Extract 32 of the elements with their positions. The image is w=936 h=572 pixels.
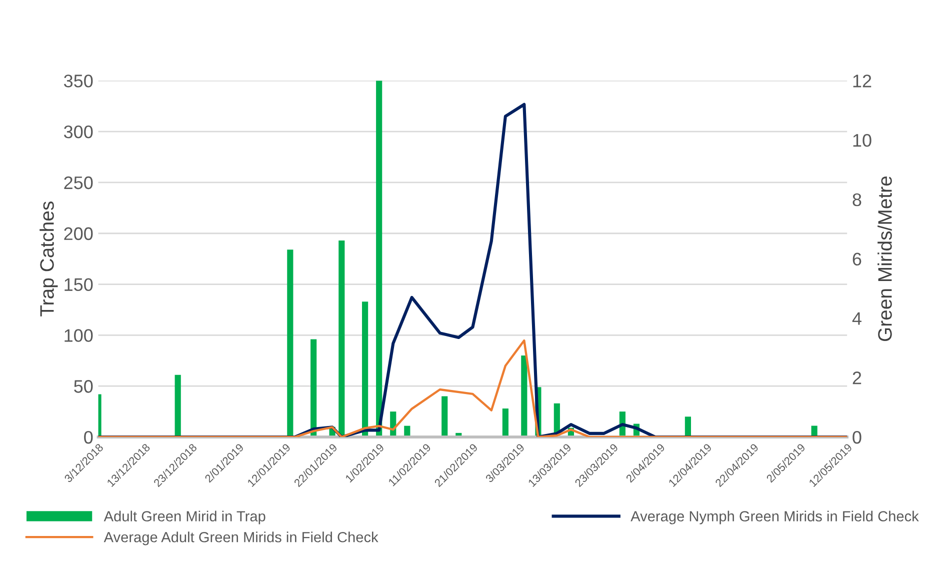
y-tick-label: 150 bbox=[64, 278, 93, 292]
y-tick-label: 100 bbox=[64, 329, 93, 342]
y2-axis-title: Green Mirids/Metre bbox=[878, 176, 892, 342]
line-series bbox=[98, 102, 848, 438]
y2-tick-label: 4 bbox=[852, 312, 862, 325]
bar bbox=[287, 250, 294, 438]
y2-tick-label: 6 bbox=[852, 252, 862, 266]
y-tick-label: 300 bbox=[64, 125, 93, 138]
line-series bbox=[98, 339, 848, 438]
bar bbox=[174, 374, 181, 438]
y2-tick-label: 12 bbox=[853, 74, 872, 88]
y-tick-label: 350 bbox=[64, 74, 93, 88]
y-tick-label: 200 bbox=[64, 227, 93, 240]
y2-tick-label: 2 bbox=[852, 372, 862, 384]
y-tick-label: 250 bbox=[64, 176, 93, 190]
bar bbox=[684, 416, 691, 438]
bar bbox=[521, 356, 528, 438]
bar bbox=[338, 240, 345, 438]
bar bbox=[376, 80, 382, 438]
bar bbox=[362, 302, 368, 438]
bar bbox=[310, 339, 317, 438]
legend-label: Adult Green Mirid in Trap bbox=[104, 510, 266, 524]
y-tick-label: 50 bbox=[74, 380, 93, 393]
bar bbox=[502, 408, 508, 438]
y2-tick-label: 0 bbox=[852, 430, 862, 444]
y-axis-title: Trap Catches bbox=[40, 202, 58, 316]
y-tick-label: 0 bbox=[84, 430, 93, 444]
legend-label: Average Adult Green Mirids in Field Check bbox=[104, 532, 378, 546]
bar bbox=[442, 396, 448, 438]
y2-tick-label: 10 bbox=[853, 134, 872, 147]
y2-tick-label: 8 bbox=[852, 193, 862, 206]
legend-label: Average Nymph Green Mirids in Field Check bbox=[630, 510, 919, 524]
